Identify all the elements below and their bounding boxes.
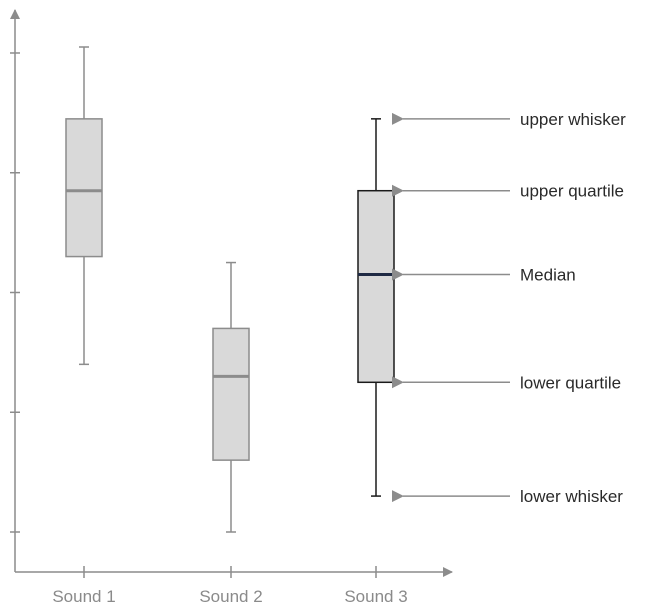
boxes [65,46,395,533]
annotation-1: upper whisker [392,110,626,129]
annotation-2: upper quartile [392,182,624,201]
box-2 [212,261,250,533]
annotation-label: upper quartile [520,182,624,201]
annotation-label: lower quartile [520,373,621,392]
box-3 [357,118,395,497]
annotation-4: lower quartile [392,373,621,392]
annotation-3: Median [392,266,576,285]
annotation-label: Median [520,266,576,285]
annotations: upper whisker upper quartile Median lower q… [392,110,626,506]
quartile-box [357,189,395,384]
annotation-label: lower whisker [520,487,623,506]
x-tick-label-2: Sound 2 [199,587,262,603]
x-tick-label-3: Sound 3 [344,587,407,603]
quartile-box [65,118,103,258]
quartile-box [212,327,250,461]
annotation-label: upper whisker [520,110,626,129]
axes: Sound 1 Sound 2 Sound 3 [10,9,453,603]
x-tick-label-1: Sound 1 [52,587,115,603]
box-1 [65,46,103,366]
annotation-5: lower whisker [392,487,623,506]
